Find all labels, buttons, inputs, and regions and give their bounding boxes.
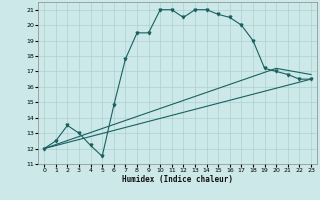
X-axis label: Humidex (Indice chaleur): Humidex (Indice chaleur) [122,175,233,184]
